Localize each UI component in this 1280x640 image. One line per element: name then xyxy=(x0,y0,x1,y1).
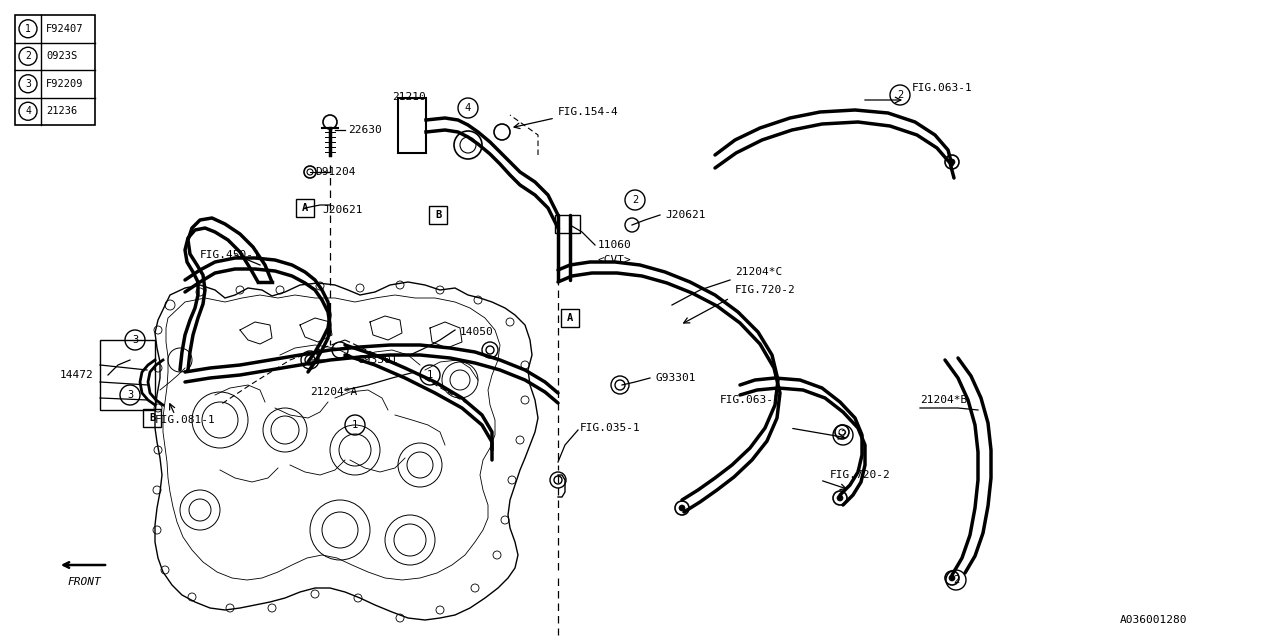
Text: A: A xyxy=(302,203,308,213)
Text: A: A xyxy=(567,313,573,323)
Bar xyxy=(398,98,426,153)
Text: 0923S: 0923S xyxy=(46,51,77,61)
Circle shape xyxy=(837,495,844,501)
Text: F92407: F92407 xyxy=(46,24,83,34)
Text: 3: 3 xyxy=(132,335,138,345)
Text: J20621: J20621 xyxy=(323,205,362,215)
Text: 14050: 14050 xyxy=(460,327,494,337)
Circle shape xyxy=(948,575,955,581)
Bar xyxy=(429,206,447,224)
Circle shape xyxy=(678,505,685,511)
Text: 2: 2 xyxy=(26,51,31,61)
Text: 21204*B: 21204*B xyxy=(920,395,968,405)
Text: B: B xyxy=(148,413,155,423)
Text: 21204*C: 21204*C xyxy=(735,267,782,277)
Text: F92209: F92209 xyxy=(46,79,83,89)
Text: 11060: 11060 xyxy=(598,240,632,250)
Text: FIG.035-1: FIG.035-1 xyxy=(580,423,641,433)
Text: 22630: 22630 xyxy=(348,125,381,135)
Bar xyxy=(15,15,95,125)
Text: FIG.063-1: FIG.063-1 xyxy=(719,395,781,405)
Bar xyxy=(143,409,161,427)
Bar xyxy=(100,340,155,410)
Text: 4: 4 xyxy=(26,106,31,116)
Text: D91204: D91204 xyxy=(315,167,356,177)
Text: FIG.063-1: FIG.063-1 xyxy=(911,83,973,93)
Text: 2: 2 xyxy=(840,430,846,440)
Text: 21204*A: 21204*A xyxy=(310,387,357,397)
Text: 21210: 21210 xyxy=(392,92,426,102)
Text: FIG.720-2: FIG.720-2 xyxy=(735,285,796,295)
Circle shape xyxy=(948,159,955,165)
Text: 1: 1 xyxy=(426,370,433,380)
Text: 2: 2 xyxy=(952,575,959,585)
Text: FIG.450-1: FIG.450-1 xyxy=(200,250,261,260)
Text: 21236: 21236 xyxy=(46,106,77,116)
Text: B: B xyxy=(435,210,442,220)
Text: G93301: G93301 xyxy=(655,373,695,383)
Text: 1: 1 xyxy=(26,24,31,34)
Text: 2: 2 xyxy=(632,195,639,205)
Text: 1: 1 xyxy=(352,420,358,430)
Text: 14472: 14472 xyxy=(60,370,93,380)
Text: 2: 2 xyxy=(897,90,904,100)
Text: 4: 4 xyxy=(465,103,471,113)
Bar xyxy=(556,215,580,233)
Bar xyxy=(296,199,314,217)
Text: 3: 3 xyxy=(26,79,31,89)
Text: FIG.081-1: FIG.081-1 xyxy=(155,415,216,425)
Text: A036001280: A036001280 xyxy=(1120,615,1188,625)
Text: J20621: J20621 xyxy=(666,210,705,220)
Text: <CVT>: <CVT> xyxy=(598,255,632,265)
Text: FRONT: FRONT xyxy=(68,577,101,587)
Text: FIG.154-4: FIG.154-4 xyxy=(558,107,618,117)
Text: G93301: G93301 xyxy=(358,355,398,365)
Bar xyxy=(561,309,579,327)
Text: 3: 3 xyxy=(127,390,133,400)
Text: FIG.720-2: FIG.720-2 xyxy=(829,470,891,480)
